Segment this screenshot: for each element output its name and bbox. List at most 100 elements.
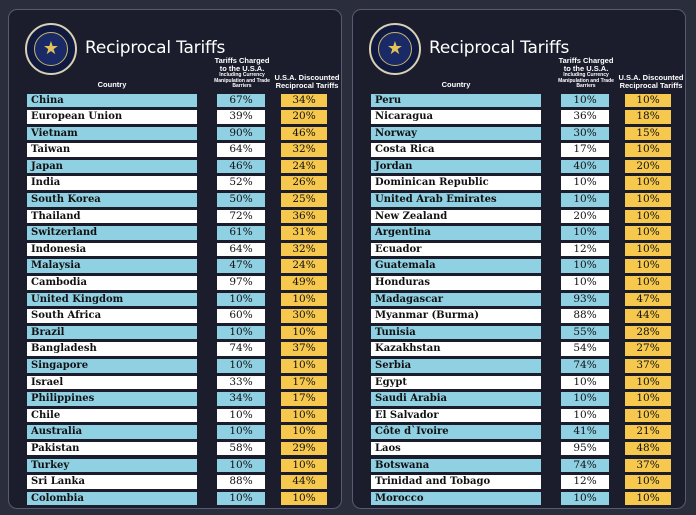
charged-tariff-cell: 61% [217,226,265,240]
charged-tariff-cell: 40% [561,159,609,174]
charged-tariff-cell: 36% [561,110,609,124]
charged-tariff-cell: 60% [217,309,265,323]
charged-tariff-cell: 47% [217,259,265,273]
table-row: Ecuador 12% 10% [353,241,685,258]
discounted-tariff-cell: 36% [281,209,327,224]
charged-header-label: Tariffs Charged to the U.S.A. [214,56,270,73]
table-row: Philippines 34% 17% [9,391,341,408]
presidential-seal-icon: ★ [25,23,77,75]
table-row: Switzerland 61% 31% [9,225,341,242]
charged-tariff-cell: 30% [561,126,609,141]
country-cell: Nicaragua [371,110,541,124]
charged-tariff-cell: 74% [217,342,265,356]
charged-tariff-cell: 12% [561,475,609,489]
discounted-tariff-cell: 10% [625,259,671,273]
country-cell: Myanmar (Burma) [371,309,541,323]
charged-header-label: Tariffs Charged to the U.S.A. [558,56,614,73]
country-cell: United Kingdom [27,292,197,307]
charged-tariff-cell: 64% [217,242,265,257]
panel-title: Reciprocal Tariffs [429,38,570,58]
discounted-tariff-cell: 24% [281,259,327,273]
table-row: United Arab Emirates 10% 10% [353,192,685,209]
table-row: Guatemala 10% 10% [353,258,685,275]
country-cell: Turkey [27,458,197,473]
charged-tariff-cell: 74% [561,359,609,373]
country-cell: Colombia [27,491,197,506]
discounted-tariff-cell: 10% [281,325,327,340]
discounted-tariff-cell: 32% [281,242,327,257]
table-row: Japan 46% 24% [9,158,341,175]
table-row: Tunisia 55% 28% [353,324,685,341]
charged-tariff-cell: 41% [561,425,609,439]
discounted-tariff-cell: 47% [625,292,671,307]
country-cell: Peru [371,93,541,107]
table-row: Bangladesh 74% 37% [9,341,341,358]
discounted-tariff-cell: 10% [625,375,671,390]
charged-tariff-cell: 10% [217,425,265,439]
presidential-seal-icon: ★ [369,23,421,75]
table-row: New Zealand 20% 10% [353,208,685,225]
country-cell: Chile [27,408,197,423]
charged-tariff-cell: 10% [561,375,609,390]
discounted-tariff-cell: 10% [625,93,671,107]
tariff-rows: China 67% 34% European Union 39% 20% Vietnam 90… [9,92,341,507]
discounted-tariff-cell: 10% [625,408,671,423]
discounted-tariff-cell: 28% [625,325,671,340]
table-row: Singapore 10% 10% [9,358,341,375]
country-cell: Costa Rica [371,143,541,157]
table-row: Malaysia 47% 24% [9,258,341,275]
discounted-tariff-cell: 34% [281,93,327,107]
charged-tariff-cell: 10% [217,359,265,373]
charged-tariff-cell: 10% [561,491,609,506]
discounted-header: U.S.A. Discounted Reciprocal Tariffs [618,73,684,90]
charged-tariff-cell: 95% [561,441,609,456]
discounted-tariff-cell: 10% [281,359,327,373]
table-row: Vietnam 90% 46% [9,125,341,142]
discounted-tariff-cell: 18% [625,110,671,124]
country-cell: Côte d`Ivoire [371,425,541,439]
table-row: Cambodia 97% 49% [9,275,341,292]
charged-header-sub: Including Currency Manipulation and Trad… [214,72,270,89]
discounted-tariff-cell: 17% [281,392,327,406]
country-cell: Singapore [27,359,197,373]
country-cell: El Salvador [371,408,541,423]
discounted-tariff-cell: 21% [625,425,671,439]
country-cell: Madagascar [371,292,541,307]
table-row: Côte d`Ivoire 41% 21% [353,424,685,441]
table-row: South Africa 60% 30% [9,308,341,325]
discounted-tariff-cell: 10% [625,226,671,240]
discounted-tariff-cell: 15% [625,126,671,141]
country-cell: Honduras [371,276,541,290]
table-row: Norway 30% 15% [353,125,685,142]
charged-tariff-cell: 52% [217,176,265,190]
charged-tariff-cell: 34% [217,392,265,406]
country-cell: Pakistan [27,441,197,456]
country-cell: South Korea [27,193,197,207]
discounted-tariff-cell: 37% [625,458,671,473]
table-row: Jordan 40% 20% [353,158,685,175]
charged-tariff-cell: 10% [561,93,609,107]
charged-tariff-cell: 93% [561,292,609,307]
country-cell: Argentina [371,226,541,240]
table-row: Nicaragua 36% 18% [353,109,685,126]
table-row: China 67% 34% [9,92,341,109]
charged-tariff-cell: 10% [561,259,609,273]
country-cell: Cambodia [27,276,197,290]
discounted-tariff-cell: 48% [625,441,671,456]
discounted-tariff-cell: 17% [281,375,327,390]
table-row: Kazakhstan 54% 27% [353,341,685,358]
table-row: South Korea 50% 25% [9,192,341,209]
table-row: Indonesia 64% 32% [9,241,341,258]
discounted-tariff-cell: 31% [281,226,327,240]
country-cell: Israel [27,375,197,390]
charged-tariff-cell: 88% [217,475,265,489]
country-cell: Serbia [371,359,541,373]
discounted-tariff-cell: 10% [281,458,327,473]
discounted-tariff-cell: 27% [625,342,671,356]
table-row: Turkey 10% 10% [9,457,341,474]
charged-tariff-cell: 46% [217,159,265,174]
country-cell: Switzerland [27,226,197,240]
country-cell: Guatemala [371,259,541,273]
charged-tariff-cell: 10% [561,193,609,207]
charged-tariff-cell: 64% [217,143,265,157]
